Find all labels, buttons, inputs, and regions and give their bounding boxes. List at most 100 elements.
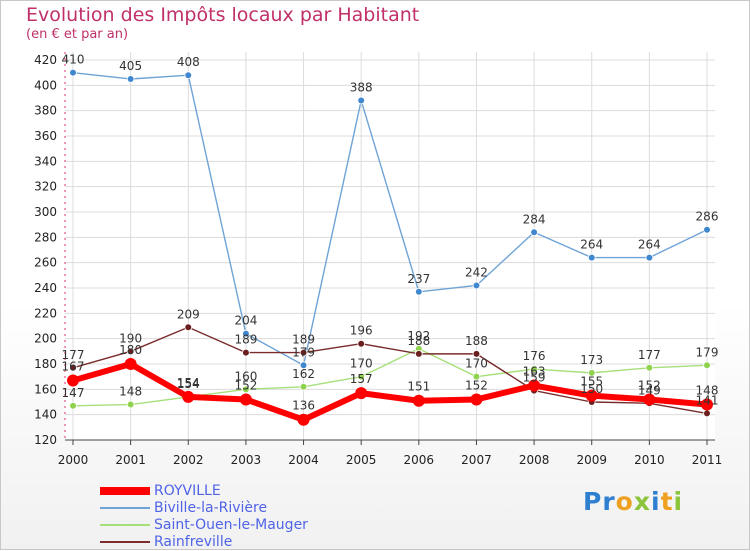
y-tick-label: 320 [34, 180, 57, 194]
data-label: 177 [62, 348, 85, 362]
data-label: 242 [465, 265, 488, 279]
data-label: 155 [580, 375, 603, 389]
data-point [472, 281, 481, 290]
y-tick-label: 400 [34, 78, 57, 92]
data-point [126, 400, 135, 409]
legend-item: Biville-la-Rivière [100, 500, 420, 517]
data-point [69, 401, 77, 410]
data-label: 152 [234, 378, 257, 392]
y-tick-label: 360 [34, 129, 57, 143]
data-label: 152 [638, 378, 661, 392]
data-point [297, 413, 310, 426]
x-tick-label: 2006 [404, 453, 435, 467]
data-point [530, 228, 538, 237]
data-label: 162 [292, 367, 315, 381]
data-point [242, 348, 250, 357]
y-tick-label: 180 [34, 357, 57, 371]
data-point [126, 75, 135, 83]
data-point [472, 350, 481, 358]
y-tick-label: 200 [34, 332, 57, 346]
y-tick-label: 260 [34, 256, 57, 270]
data-point [355, 387, 368, 400]
plot-area [65, 52, 715, 440]
data-point [242, 329, 250, 338]
x-tick-label: 2007 [461, 453, 492, 467]
data-point [357, 372, 365, 381]
data-point [645, 253, 654, 262]
data-point [299, 382, 308, 391]
x-tick-label: 2001 [115, 453, 146, 467]
data-point [587, 253, 596, 262]
x-tick-label: 2004 [288, 453, 319, 467]
data-label: 188 [465, 334, 488, 348]
data-point [239, 393, 252, 406]
data-point [69, 363, 77, 372]
series-royville [67, 358, 713, 426]
data-label: 154 [177, 376, 200, 390]
y-tick-label: 140 [34, 408, 57, 422]
series-rainfreville [69, 323, 711, 418]
legend-swatch [100, 541, 150, 543]
data-point [357, 96, 365, 105]
data-point [184, 323, 193, 332]
data-point [585, 389, 598, 402]
data-label: 189 [234, 333, 257, 347]
data-label: 204 [234, 314, 257, 328]
y-tick-label: 240 [34, 281, 57, 295]
data-label: 176 [523, 349, 546, 363]
legend-label: Saint-Ouen-le-Mauger [154, 517, 308, 533]
y-tick-label: 380 [34, 104, 57, 118]
x-tick-label: 2000 [58, 453, 89, 467]
x-tick-label: 2003 [231, 453, 262, 467]
data-point [530, 365, 538, 373]
data-label: 173 [580, 353, 603, 367]
proxiti-logo: Proxiti [583, 487, 684, 516]
data-label: 237 [407, 272, 430, 286]
chart-subtitle: (en € et par an) [26, 27, 129, 42]
data-label: 405 [119, 59, 142, 73]
data-point [415, 287, 423, 296]
data-label: 160 [234, 369, 257, 383]
data-point [357, 339, 365, 348]
data-point [528, 379, 541, 392]
data-label: 148 [696, 384, 719, 398]
data-label: 148 [119, 385, 142, 399]
data-point [415, 350, 423, 358]
data-point [242, 385, 250, 394]
y-tick-label: 220 [34, 306, 57, 320]
y-tick-label: 120 [34, 433, 57, 447]
legend-label: Biville-la-Rivière [154, 500, 268, 516]
data-point [299, 348, 308, 357]
data-point [182, 390, 195, 403]
data-point [472, 372, 481, 381]
y-tick-label: 420 [34, 53, 57, 67]
legend-item: Saint-Ouen-le-Mauger [100, 517, 420, 534]
data-label: 157 [350, 372, 373, 386]
data-label: 170 [350, 357, 373, 371]
data-label: 136 [292, 399, 315, 413]
data-point [703, 409, 711, 418]
y-tick-label: 340 [34, 154, 57, 168]
data-label: 408 [177, 55, 200, 69]
data-point [701, 398, 713, 411]
data-label: 264 [638, 238, 661, 252]
data-label: 388 [350, 81, 373, 95]
x-tick-label: 2009 [576, 453, 607, 467]
data-point [643, 393, 656, 406]
data-point [69, 68, 77, 77]
data-point [587, 369, 596, 377]
data-label: 152 [465, 378, 488, 392]
data-label: 179 [292, 345, 315, 359]
x-tick-label: 2010 [634, 453, 665, 467]
data-point [470, 393, 483, 406]
data-label: 190 [119, 331, 142, 345]
series-biville-la-rivi-re [69, 68, 711, 370]
data-point [412, 394, 425, 407]
data-label: 147 [62, 386, 85, 400]
data-point [703, 361, 711, 370]
data-label: 189 [292, 333, 315, 347]
data-point [299, 361, 308, 370]
data-label: 196 [350, 324, 373, 338]
data-label: 163 [523, 365, 546, 379]
